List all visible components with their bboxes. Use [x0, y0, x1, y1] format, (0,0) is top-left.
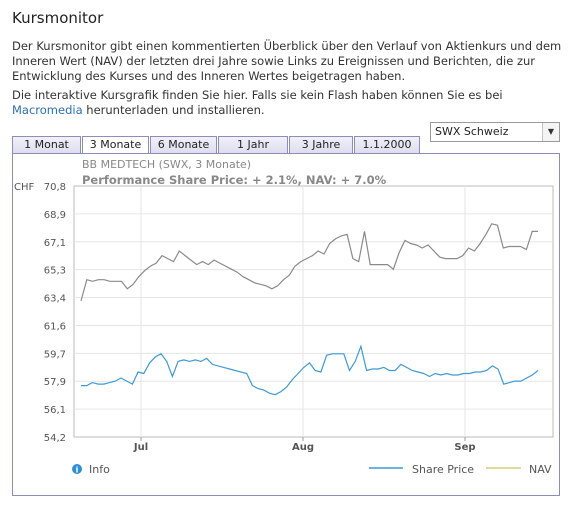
- legend-share-label: Share Price: [412, 463, 474, 476]
- tab-1-monat[interactable]: 1 Monat: [12, 136, 81, 154]
- chart-title: BB MEDTECH (SWX, 3 Monate): [82, 158, 251, 171]
- info-label[interactable]: Info: [89, 463, 110, 476]
- info-icon[interactable]: [72, 464, 82, 474]
- y-tick-label: 57,9: [44, 377, 66, 388]
- y-axis-label: CHF: [14, 182, 35, 193]
- y-tick-label: 68,9: [44, 210, 66, 221]
- chevron-down-icon[interactable]: ▼: [542, 123, 559, 141]
- intro-line: Inneren Wert (NAV) der letzten drei Jahr…: [12, 54, 535, 68]
- x-tick-label: Sep: [454, 442, 475, 453]
- chart-panel: [12, 153, 560, 496]
- y-tick-label: 59,7: [44, 349, 66, 360]
- flash-hint-tail: herunterladen und installieren.: [82, 103, 265, 117]
- exchange-select[interactable]: SWX Schweiz ▼: [430, 122, 560, 142]
- chart-subtitle: Performance Share Price: + 2.1%, NAV: + …: [82, 173, 387, 187]
- macromedia-link[interactable]: Macromedia: [12, 103, 83, 117]
- tab-1-jahr[interactable]: 1 Jahr: [218, 136, 288, 154]
- period-tabs: 1 Monat 3 Monate 6 Monate 1 Jahr 3 Jahre…: [12, 136, 421, 155]
- tab-3-monate[interactable]: 3 Monate: [82, 136, 149, 155]
- x-tick-label: Aug: [292, 442, 314, 453]
- y-tick-label: 61,6: [44, 321, 66, 332]
- series-line-share-price: [81, 344, 539, 396]
- info-icon-glyph: i: [76, 466, 79, 475]
- legend-nav-label: NAV: [529, 463, 552, 476]
- y-tick-label: 54,2: [44, 433, 66, 444]
- y-tick-label: 63,4: [44, 294, 66, 305]
- exchange-select-value: SWX Schweiz: [435, 125, 509, 138]
- x-tick-label: Jul: [133, 442, 148, 453]
- y-tick-label: 70,8: [44, 182, 66, 193]
- flash-hint: Die interaktive Kursgrafik finden Sie hi…: [12, 88, 567, 118]
- tab-1-1-2000[interactable]: 1.1.2000: [354, 136, 420, 154]
- intro-line: Entwicklung des Kurses und des Inneren W…: [12, 69, 406, 83]
- series-line-performance: [80, 223, 538, 302]
- flash-hint-line: Die interaktive Kursgrafik finden Sie hi…: [12, 88, 503, 102]
- tab-6-monate[interactable]: 6 Monate: [150, 136, 217, 154]
- plot-area: [73, 185, 554, 438]
- info-link[interactable]: i Info: [72, 463, 110, 476]
- page-title: Kursmonitor: [12, 9, 104, 27]
- tab-3-jahre[interactable]: 3 Jahre: [289, 136, 353, 154]
- y-tick-label: 56,1: [44, 405, 66, 416]
- y-tick-label: 65,3: [44, 266, 66, 277]
- y-tick-label: 67,1: [44, 238, 66, 249]
- intro-text: Der Kursmonitor gibt einen kommentierten…: [12, 39, 567, 84]
- intro-line: Der Kursmonitor gibt einen kommentierten…: [12, 39, 562, 53]
